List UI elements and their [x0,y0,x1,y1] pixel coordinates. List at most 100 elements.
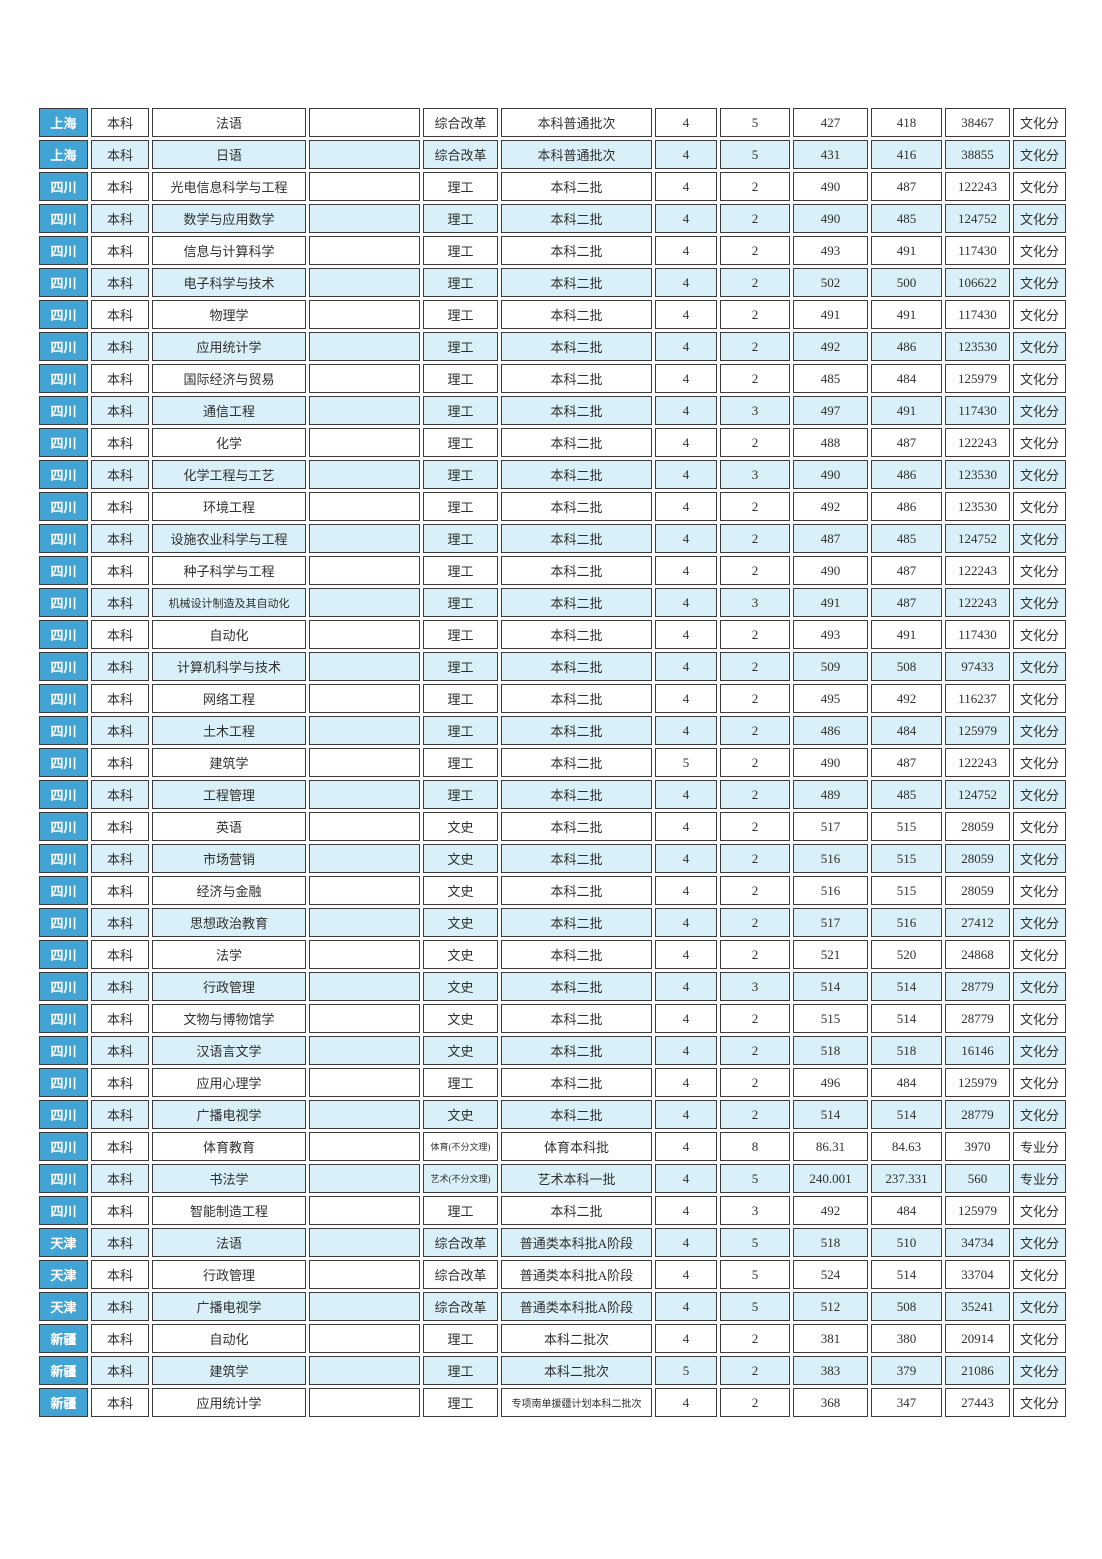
cell-high-score: 521 [793,940,868,969]
cell-major: 设施农业科学与工程 [152,524,306,553]
cell-high-score: 509 [793,652,868,681]
admission-scores-table: 上海 本科 法语 综合改革 本科普通批次 4 5 427 418 38467 文化分 上海 本科 日语 综合… [36,105,1069,1420]
cell-subject-category: 理工 [423,268,498,297]
cell-batch: 本科二批 [501,236,652,265]
cell-level: 本科 [91,364,149,393]
cell-plan-count: 4 [655,332,717,361]
cell-admit-count: 2 [720,172,790,201]
cell-region: 四川 [39,364,88,393]
cell-level: 本科 [91,1356,149,1385]
cell-score-type: 专业分 [1013,1132,1066,1161]
cell-low-rank: 122243 [945,172,1010,201]
cell-low-score: 491 [871,620,942,649]
cell-high-score: 497 [793,396,868,425]
cell-score-type: 文化分 [1013,1036,1066,1065]
cell-score-type: 文化分 [1013,1260,1066,1289]
cell-high-score: 518 [793,1036,868,1065]
cell-low-score: 418 [871,108,942,137]
cell-subject-category: 理工 [423,524,498,553]
cell-admit-count: 2 [720,300,790,329]
table-row: 新疆 本科 自动化 理工 本科二批次 4 2 381 380 20914 文化分 [39,1324,1066,1353]
cell-low-rank: 28779 [945,1004,1010,1033]
cell-region: 上海 [39,140,88,169]
cell-plan-count: 4 [655,1228,717,1257]
cell-high-score: 512 [793,1292,868,1321]
cell-subject-category: 理工 [423,684,498,713]
cell-batch: 本科二批 [501,716,652,745]
cell-plan-count: 5 [655,1356,717,1385]
cell-plan-count: 4 [655,652,717,681]
cell-subject-category: 综合改革 [423,140,498,169]
table-row: 四川 本科 市场营销 文史 本科二批 4 2 516 515 28059 文化分 [39,844,1066,873]
cell-low-score: 484 [871,364,942,393]
table-row: 四川 本科 体育教育 体育(不分文理) 体育本科批 4 8 86.31 84.63 3970 专业分 [39,1132,1066,1161]
cell-low-rank: 20914 [945,1324,1010,1353]
cell-region: 四川 [39,300,88,329]
cell-high-score: 86.31 [793,1132,868,1161]
cell-major: 书法学 [152,1164,306,1193]
cell-batch: 本科二批 [501,1004,652,1033]
cell-plan-count: 4 [655,716,717,745]
cell-region: 四川 [39,1164,88,1193]
cell-plan-count: 4 [655,1260,717,1289]
cell-plan-count: 4 [655,1068,717,1097]
cell-low-score: 486 [871,332,942,361]
cell-level: 本科 [91,620,149,649]
cell-level: 本科 [91,684,149,713]
cell-subject-category: 理工 [423,556,498,585]
cell-plan-count: 4 [655,268,717,297]
cell-high-score: 492 [793,1196,868,1225]
table-row: 四川 本科 机械设计制造及其自动化 理工 本科二批 4 3 491 487 122243 文化分 [39,588,1066,617]
cell-batch: 本科二批 [501,204,652,233]
cell-batch: 本科二批 [501,780,652,809]
cell-region: 四川 [39,1100,88,1129]
cell-level: 本科 [91,236,149,265]
cell-low-score: 84.63 [871,1132,942,1161]
cell-batch: 本科二批 [501,1036,652,1065]
cell-note [309,1356,420,1385]
cell-admit-count: 2 [720,748,790,777]
cell-admit-count: 2 [720,844,790,873]
cell-batch: 本科二批 [501,428,652,457]
cell-region: 四川 [39,620,88,649]
table-body: 上海 本科 法语 综合改革 本科普通批次 4 5 427 418 38467 文化分 上海 本科 日语 综合… [39,108,1066,1417]
cell-region: 四川 [39,812,88,841]
cell-low-rank: 33704 [945,1260,1010,1289]
cell-region: 四川 [39,1036,88,1065]
cell-major: 自动化 [152,1324,306,1353]
cell-low-score: 237.331 [871,1164,942,1193]
cell-batch: 本科二批 [501,492,652,521]
cell-region: 四川 [39,780,88,809]
cell-note [309,588,420,617]
cell-subject-category: 理工 [423,172,498,201]
cell-low-score: 520 [871,940,942,969]
cell-major: 日语 [152,140,306,169]
cell-note [309,1068,420,1097]
cell-level: 本科 [91,1228,149,1257]
table-row: 天津 本科 行政管理 综合改革 普通类本科批A阶段 4 5 524 514 33704 文化分 [39,1260,1066,1289]
cell-high-score: 490 [793,172,868,201]
cell-low-score: 487 [871,748,942,777]
cell-score-type: 文化分 [1013,780,1066,809]
cell-region: 四川 [39,1196,88,1225]
cell-level: 本科 [91,1388,149,1417]
cell-region: 四川 [39,1132,88,1161]
cell-subject-category: 理工 [423,748,498,777]
cell-batch: 普通类本科批A阶段 [501,1260,652,1289]
cell-batch: 本科二批次 [501,1356,652,1385]
cell-region: 四川 [39,1004,88,1033]
cell-level: 本科 [91,428,149,457]
cell-high-score: 381 [793,1324,868,1353]
cell-region: 四川 [39,460,88,489]
cell-low-rank: 27443 [945,1388,1010,1417]
cell-level: 本科 [91,1036,149,1065]
cell-level: 本科 [91,268,149,297]
cell-major: 化学 [152,428,306,457]
cell-batch: 本科普通批次 [501,140,652,169]
cell-score-type: 文化分 [1013,460,1066,489]
cell-region: 天津 [39,1260,88,1289]
cell-note [309,396,420,425]
cell-low-rank: 28059 [945,812,1010,841]
cell-high-score: 431 [793,140,868,169]
cell-note [309,1260,420,1289]
